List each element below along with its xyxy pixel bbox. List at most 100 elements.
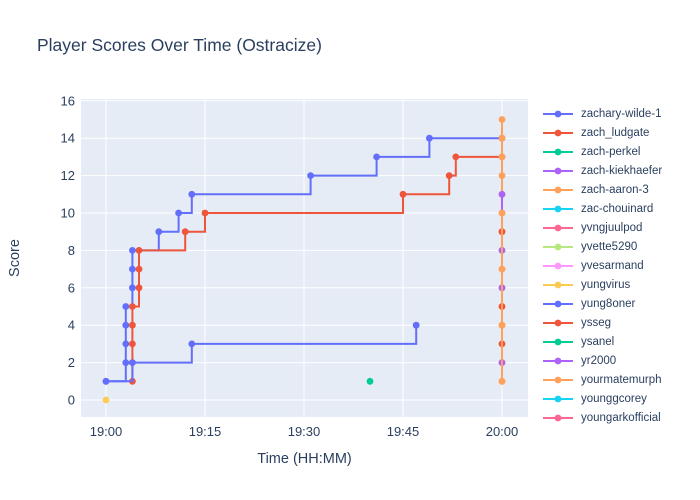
legend-item-yvngjuulpod[interactable]: yvngjuulpod xyxy=(538,218,698,237)
legend-item-zach-perkel[interactable]: zach-perkel xyxy=(538,142,698,161)
legend-item-label: zac-chouinard xyxy=(581,202,654,215)
legend-item-label: yourmatemurph xyxy=(581,373,662,386)
series-yourmatemurph xyxy=(498,209,506,385)
legend-swatch-icon xyxy=(543,357,573,364)
series-zachary-wilde-1 xyxy=(102,134,506,385)
series-marker xyxy=(135,284,143,292)
series-line xyxy=(106,325,418,383)
y-tick-label: 6 xyxy=(68,280,75,295)
legend-item-zach-kiekhaefer[interactable]: zach-kiekhaefer xyxy=(538,161,698,180)
series-yungvirus xyxy=(102,396,110,404)
series-zach-perkel xyxy=(366,377,374,385)
series-marker xyxy=(129,284,136,292)
series-marker xyxy=(445,172,453,180)
series-marker xyxy=(399,190,407,198)
legend-swatch-icon xyxy=(543,376,573,383)
series-marker xyxy=(498,134,506,142)
series-marker xyxy=(498,209,506,217)
legend-item-label: zach-kiekhaefer xyxy=(581,164,663,177)
legend-swatch-icon xyxy=(543,262,573,269)
legend-item-label: zach-perkel xyxy=(581,145,641,158)
series-marker xyxy=(122,359,130,366)
series-marker xyxy=(129,303,136,310)
x-tick-label: 19:15 xyxy=(189,424,222,439)
legend-swatch-icon xyxy=(543,129,573,136)
y-tick-label: 4 xyxy=(68,318,75,333)
legend-item-label: zach-aaron-3 xyxy=(581,183,649,196)
series-marker xyxy=(412,321,420,329)
chart-title: Player Scores Over Time (Ostracize) xyxy=(37,35,322,55)
legend-item-zach_ludgate[interactable]: zach_ludgate xyxy=(538,123,698,142)
y-tick-label: 2 xyxy=(68,355,75,370)
series-marker xyxy=(188,190,196,198)
series-marker xyxy=(122,303,130,310)
legend-item-label: yung8oner xyxy=(581,297,636,310)
y-tick-label: 8 xyxy=(68,243,75,258)
series-marker xyxy=(122,340,130,348)
y-tick-label: 10 xyxy=(61,206,75,221)
legend-item-yvette5290[interactable]: yvette5290 xyxy=(538,237,698,256)
x-axis-title: Time (HH:MM) xyxy=(257,451,352,467)
series-marker xyxy=(373,153,380,161)
series-marker xyxy=(129,247,136,254)
legend-item-label: zach_ludgate xyxy=(581,126,650,139)
legend-item-label: yvette5290 xyxy=(581,240,638,253)
series-marker xyxy=(135,265,143,273)
series-marker xyxy=(498,265,506,273)
legend-swatch-icon xyxy=(543,186,573,193)
series-marker xyxy=(498,153,506,161)
series-marker xyxy=(498,172,506,180)
legend-item-younggcorey[interactable]: younggcorey xyxy=(538,389,698,408)
x-tick-label: 20:00 xyxy=(486,424,519,439)
y-tick-label: 14 xyxy=(61,131,75,146)
x-tick-label: 19:30 xyxy=(288,424,321,439)
y-tick-label: 0 xyxy=(68,393,75,408)
series-marker xyxy=(307,172,314,180)
series-marker xyxy=(498,377,506,385)
legend-item-label: younggcorey xyxy=(581,392,647,405)
legend-item-yvesarmand[interactable]: yvesarmand xyxy=(538,256,698,275)
legend-item-label: zachary-wilde-1 xyxy=(581,107,662,120)
series-marker xyxy=(122,321,130,329)
legend-item-yung8oner[interactable]: yung8oner xyxy=(538,294,698,313)
legend-swatch-icon xyxy=(543,148,573,155)
legend-swatch-icon xyxy=(543,167,573,174)
series-marker xyxy=(102,377,110,385)
legend-item-yourmatemurph[interactable]: yourmatemurph xyxy=(538,370,698,389)
legend-item-ysseg[interactable]: ysseg xyxy=(538,313,698,332)
y-axis-title: Score xyxy=(7,239,23,277)
legend-swatch-icon xyxy=(543,224,573,231)
series-marker xyxy=(129,340,136,348)
legend-item-youngarkofficial[interactable]: youngarkofficial xyxy=(538,408,698,427)
series-marker xyxy=(498,116,506,123)
legend: zachary-wilde-1 zach_ludgate zach-perkel za… xyxy=(538,104,698,427)
series-marker xyxy=(366,377,374,385)
legend-swatch-icon xyxy=(543,243,573,250)
legend-item-zachary-wilde-1[interactable]: zachary-wilde-1 xyxy=(538,104,698,123)
legend-swatch-icon xyxy=(543,414,573,421)
legend-item-yungvirus[interactable]: yungvirus xyxy=(538,275,698,294)
series-marker xyxy=(452,153,460,161)
series-marker xyxy=(426,134,433,142)
series-marker xyxy=(175,209,183,217)
series-marker xyxy=(181,228,189,236)
legend-item-label: youngarkofficial xyxy=(581,411,661,424)
series-marker xyxy=(155,228,163,236)
legend-swatch-icon xyxy=(543,395,573,402)
legend-item-zach-aaron-3[interactable]: zach-aaron-3 xyxy=(538,180,698,199)
legend-item-ysanel[interactable]: ysanel xyxy=(538,332,698,351)
legend-item-label: yungvirus xyxy=(581,278,631,291)
y-tick-label: 16 xyxy=(61,93,75,108)
legend-item-zac-chouinard[interactable]: zac-chouinard xyxy=(538,199,698,218)
x-tick-label: 19:00 xyxy=(90,424,123,439)
series-marker xyxy=(102,396,110,404)
y-tick-label: 12 xyxy=(61,168,75,183)
series-marker xyxy=(498,190,506,198)
legend-item-label: yvngjuulpod xyxy=(581,221,643,234)
legend-swatch-icon xyxy=(543,300,573,307)
legend-swatch-icon xyxy=(543,319,573,326)
legend-item-yr2000[interactable]: yr2000 xyxy=(538,351,698,370)
series-yung8oner xyxy=(102,321,420,385)
series-marker xyxy=(201,209,209,217)
